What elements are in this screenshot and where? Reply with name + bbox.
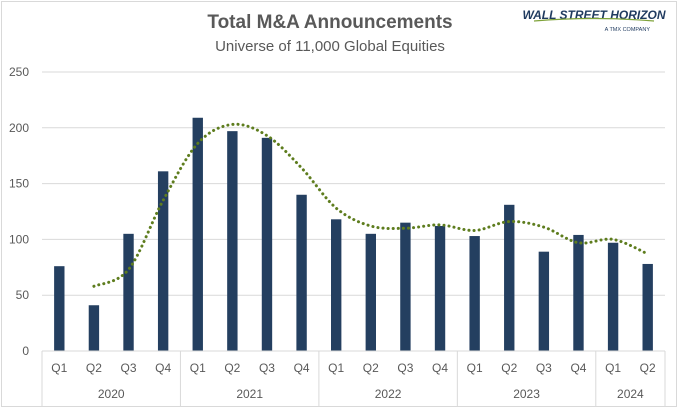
bar-series bbox=[54, 117, 653, 351]
x-group-label: 2022 bbox=[375, 387, 402, 401]
x-tick-label: Q1 bbox=[190, 361, 206, 375]
y-tick-label: 0 bbox=[22, 344, 29, 358]
bar-q4 bbox=[434, 226, 446, 351]
x-tick-label: Q3 bbox=[259, 361, 275, 375]
chart-title: Total M&A Announcements bbox=[207, 12, 452, 33]
y-axis: 0 50 100 150 200 250 bbox=[9, 65, 29, 358]
y-tick-label: 250 bbox=[9, 65, 29, 79]
y-tick-label: 50 bbox=[16, 288, 30, 302]
bar-q1 bbox=[607, 242, 619, 351]
logo-text: WALL STREET HORIZON bbox=[522, 8, 665, 22]
x-tick-label: Q2 bbox=[501, 361, 517, 375]
bar-q2 bbox=[88, 305, 100, 351]
x-tick-label: Q4 bbox=[155, 361, 171, 375]
bar-q3 bbox=[538, 251, 550, 351]
trend-series bbox=[92, 122, 650, 288]
brand-logo: WALL STREET HORIZON A TMX COMPANY bbox=[522, 8, 665, 33]
bar-q3 bbox=[261, 137, 273, 351]
bar-q1 bbox=[54, 266, 65, 351]
x-axis: Q1 Q2 Q3 Q4 Q1 Q2 Q3 Q4 Q1 Q2 Q3 Q4 Q1 Q2 Q3 Q4 Q1 Q2 2020… bbox=[41, 350, 666, 406]
x-tick-label: Q3 bbox=[536, 361, 552, 375]
x-tick-label: Q3 bbox=[121, 361, 137, 375]
x-group-label: 2024 bbox=[617, 387, 644, 401]
x-tick-label: Q2 bbox=[363, 361, 379, 375]
y-tick-label: 100 bbox=[9, 232, 29, 246]
x-tick-label: Q1 bbox=[51, 361, 67, 375]
logo-swoosh bbox=[533, 17, 655, 22]
bar-q2 bbox=[365, 233, 376, 351]
x-group-label: 2021 bbox=[236, 387, 263, 401]
x-tick-label: Q2 bbox=[640, 361, 656, 375]
trend-line bbox=[92, 122, 650, 288]
x-group-label: 2023 bbox=[513, 387, 540, 401]
bar-q4 bbox=[157, 171, 169, 351]
x-tick-label: Q3 bbox=[397, 361, 413, 375]
x-tick-label: Q4 bbox=[570, 361, 586, 375]
bar-q2 bbox=[504, 204, 515, 351]
x-tick-label: Q1 bbox=[605, 361, 621, 375]
bar-q3 bbox=[400, 222, 411, 351]
chart-subtitle: Universe of 11,000 Global Equities bbox=[215, 38, 445, 55]
grid-lines bbox=[42, 71, 665, 296]
bar-q4 bbox=[296, 194, 307, 351]
x-tick-label: Q4 bbox=[294, 361, 310, 375]
bar-q4 bbox=[573, 234, 584, 351]
bar-q3 bbox=[123, 233, 134, 351]
x-tick-label: Q1 bbox=[467, 361, 483, 375]
bar-q1 bbox=[331, 219, 342, 351]
bar-q2 bbox=[642, 263, 653, 351]
x-group-label: 2020 bbox=[98, 387, 125, 401]
x-tick-label: Q4 bbox=[432, 361, 448, 375]
x-tick-label: Q2 bbox=[86, 361, 102, 375]
x-tick-label: Q1 bbox=[328, 361, 344, 375]
x-tick-label: Q2 bbox=[224, 361, 240, 375]
logo-subtext: A TMX COMPANY bbox=[605, 27, 651, 33]
y-tick-label: 150 bbox=[9, 177, 29, 191]
bar-q1 bbox=[192, 117, 203, 351]
bar-q2 bbox=[227, 131, 238, 351]
y-tick-label: 200 bbox=[9, 121, 29, 135]
bar-q1 bbox=[469, 236, 480, 351]
